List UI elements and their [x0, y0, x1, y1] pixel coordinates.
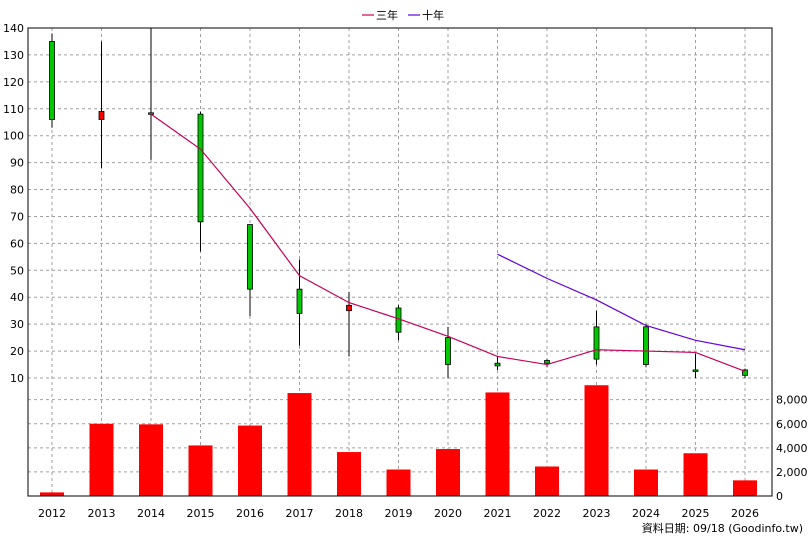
x-tick-label: 2025: [682, 507, 710, 520]
volume-bar: [287, 393, 312, 496]
volume-bar: [89, 423, 114, 496]
volume-tick-label: 2,000: [776, 466, 808, 479]
volume-bar: [683, 453, 708, 496]
x-tick-label: 2012: [38, 507, 66, 520]
volume-tick-label: 4,000: [776, 442, 808, 455]
price-tick-label: 140: [3, 22, 24, 35]
price-tick-label: 100: [3, 130, 24, 143]
volume-bar: [139, 424, 163, 496]
x-tick-label: 2023: [583, 507, 611, 520]
price-candles: [49, 28, 748, 378]
x-tick-label: 2022: [533, 507, 561, 520]
x-tick-label: 2017: [286, 507, 314, 520]
price-tick-label: 10: [10, 372, 24, 385]
ma-line: [497, 253, 746, 351]
price-tick-label: 30: [10, 318, 24, 331]
price-tick-label: 50: [10, 264, 24, 277]
candle-body: [247, 224, 253, 290]
price-tick-label: 40: [10, 291, 24, 304]
price-tick-label: 90: [10, 157, 24, 170]
volume-bar: [485, 392, 510, 496]
candle-body: [148, 112, 154, 115]
volume-bar: [188, 445, 213, 496]
price-tick-label: 60: [10, 237, 24, 250]
x-tick-label: 2016: [236, 507, 264, 520]
volume-tick-label: 6,000: [776, 418, 808, 431]
price-tick-label: 110: [3, 103, 24, 116]
x-tick-label: 2024: [632, 507, 660, 520]
candle-body: [296, 288, 303, 314]
x-tick-label: 2020: [434, 507, 462, 520]
price-tick-label: 80: [10, 184, 24, 197]
candle-body: [445, 337, 451, 365]
volume-bar: [40, 492, 64, 496]
volume-tick-label: 0: [776, 490, 783, 503]
legend-label: 三年: [376, 8, 398, 22]
x-tick-label: 2014: [137, 507, 165, 520]
candle-body: [593, 326, 600, 360]
volume-bars: [40, 385, 757, 496]
volume-bar: [733, 480, 757, 496]
legend: 三年 十年: [362, 8, 444, 22]
x-tick-label: 2015: [187, 507, 215, 520]
volume-bar: [386, 469, 411, 496]
candle-body: [494, 362, 501, 367]
candle-body: [346, 304, 352, 312]
volume-bar: [337, 452, 361, 496]
plot-frame: [27, 27, 773, 497]
price-tick-label: 130: [3, 49, 24, 62]
candle-body: [544, 360, 550, 364]
axes: 140 130 120 110 100 90 80 70 60 50 40 30 20 10 8,000 6,…: [3, 22, 808, 520]
x-tick-label: 2021: [484, 507, 512, 520]
ma-line: [150, 113, 746, 372]
x-tick-label: 2013: [88, 507, 116, 520]
x-tick-label: 2018: [335, 507, 363, 520]
price-tick-label: 120: [3, 76, 24, 89]
source-note: 資料日期: 09/18 (Goodinfo.tw): [642, 521, 803, 535]
candle-body: [49, 41, 55, 120]
candle-body: [395, 307, 402, 333]
price-tick-label: 70: [10, 210, 24, 223]
candle-body: [643, 326, 649, 365]
legend-label: 十年: [422, 8, 444, 22]
price-tick-label: 20: [10, 345, 24, 358]
candle-body: [98, 111, 105, 120]
volume-bar: [584, 385, 609, 496]
candle-body: [692, 369, 699, 372]
volume-tick-label: 8,000: [776, 394, 808, 407]
moving-average-lines: [150, 113, 746, 372]
volume-bar: [238, 425, 262, 496]
volume-bar: [535, 466, 559, 496]
x-tick-label: 2026: [731, 507, 759, 520]
candle-body: [742, 369, 748, 376]
volume-bar: [436, 449, 460, 496]
volume-bar: [634, 469, 658, 496]
x-tick-label: 2019: [385, 507, 413, 520]
candle-body: [197, 113, 204, 223]
